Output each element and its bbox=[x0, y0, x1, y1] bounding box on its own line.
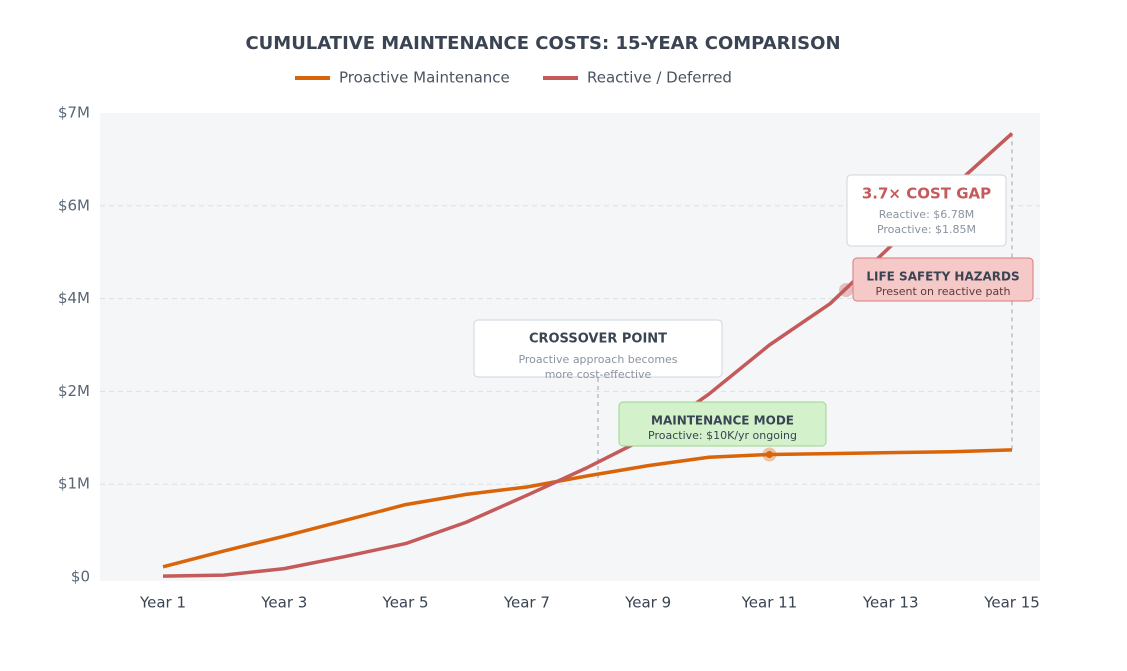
annotation-text: Reactive: $6.78M bbox=[879, 208, 975, 221]
x-tick-label: Year 5 bbox=[382, 594, 429, 612]
x-tick-label: Year 13 bbox=[862, 594, 919, 612]
annotation-box bbox=[618, 401, 827, 447]
annotation-box bbox=[473, 319, 723, 378]
annotation-title: CROSSOVER POINT bbox=[529, 332, 667, 347]
x-tick-label: Year 1 bbox=[139, 594, 186, 612]
annotation-text: Proactive: $10K/yr ongoing bbox=[648, 429, 797, 442]
series-line bbox=[162, 448, 1013, 569]
y-tick-label: $4M bbox=[58, 289, 90, 307]
x-tick-label: Year 11 bbox=[741, 594, 798, 612]
y-tick-label: $0 bbox=[71, 568, 90, 586]
highlight-marker bbox=[765, 451, 773, 459]
annotation-title: LIFE SAFETY HAZARDS bbox=[866, 270, 1019, 284]
y-tick-label: $7M bbox=[58, 104, 90, 122]
y-tick-label: $6M bbox=[58, 196, 90, 214]
annotation-title: 3.7× COST GAP bbox=[862, 185, 991, 203]
x-tick-label: Year 7 bbox=[503, 594, 550, 612]
annotation-box bbox=[852, 257, 1034, 302]
y-tick-label: $1M bbox=[58, 475, 90, 493]
x-tick-label: Year 9 bbox=[624, 594, 671, 612]
x-tick-label: Year 15 bbox=[983, 594, 1040, 612]
annotation-text: more cost-effective bbox=[545, 368, 652, 381]
annotation-text: Proactive: $1.85M bbox=[877, 223, 976, 236]
annotation-text: Present on reactive path bbox=[876, 285, 1011, 298]
legend-label: Proactive Maintenance bbox=[339, 69, 510, 87]
annotation-text: Proactive approach becomes bbox=[518, 353, 677, 366]
highlight-marker bbox=[839, 283, 854, 297]
annotation-box bbox=[846, 174, 1007, 247]
x-tick-label: Year 3 bbox=[260, 594, 307, 612]
y-tick-label: $2M bbox=[58, 382, 90, 400]
legend-label: Reactive / Deferred bbox=[587, 69, 732, 87]
chart-title: CUMULATIVE MAINTENANCE COSTS: 15-YEAR CO… bbox=[245, 33, 840, 54]
annotation-title: MAINTENANCE MODE bbox=[651, 414, 794, 428]
